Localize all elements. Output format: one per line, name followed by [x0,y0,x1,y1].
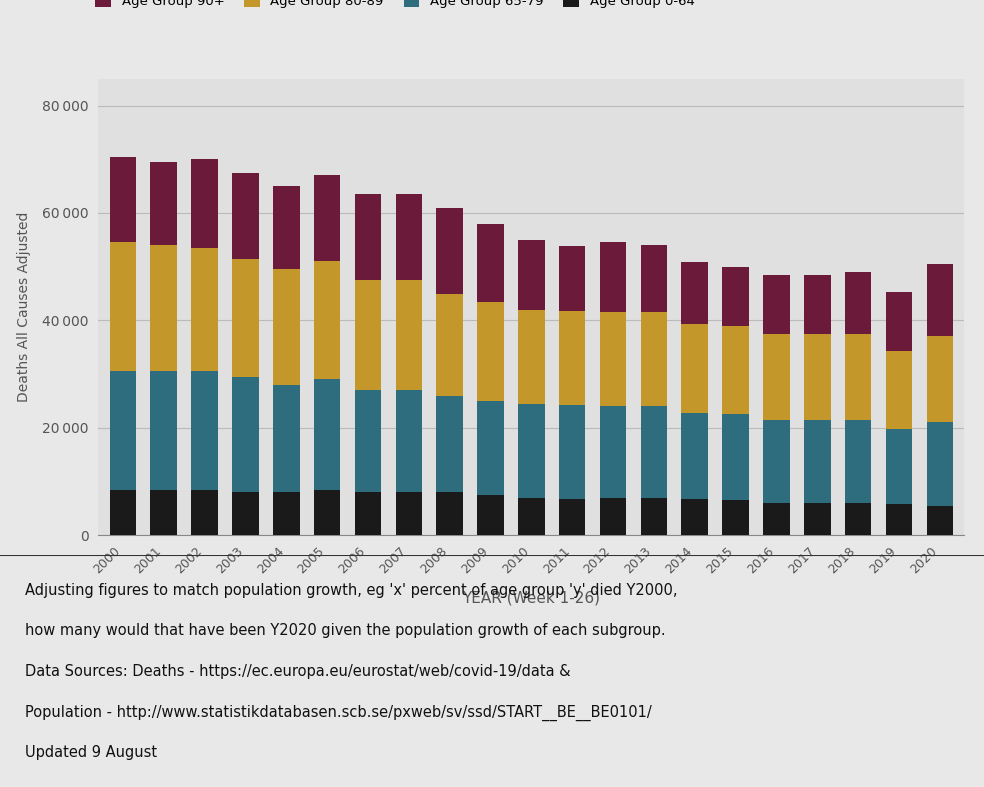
Bar [927,423,953,505]
Bar [232,259,259,377]
Bar [232,492,259,535]
Bar [151,371,177,490]
Bar [845,503,872,535]
Bar [232,377,259,492]
Bar [764,419,790,503]
Bar [845,419,872,503]
Bar [641,497,667,535]
Bar [273,385,299,492]
Bar [682,324,708,412]
Bar [477,224,504,301]
Bar [600,242,627,312]
Bar [232,172,259,259]
X-axis label: YEAR (Week 1-26): YEAR (Week 1-26) [462,590,600,605]
Bar [436,396,462,492]
Bar [641,312,667,406]
Bar [682,499,708,535]
Bar [519,497,544,535]
Bar [396,280,422,390]
Bar [927,505,953,535]
Text: how many would that have been Y2020 given the population growth of each subgroup: how many would that have been Y2020 give… [25,623,665,638]
Bar [722,326,749,414]
Bar [641,246,667,312]
Bar [886,292,912,351]
Bar [314,490,340,535]
Bar [151,246,177,371]
Bar [191,159,217,248]
Bar [722,267,749,326]
Text: Data Sources: Deaths - https://ec.europa.eu/eurostat/web/covid-19/data &: Data Sources: Deaths - https://ec.europa… [25,664,570,679]
Bar [927,264,953,337]
Bar [764,334,790,419]
Text: Population - http://www.statistikdatabasen.scb.se/pxweb/sv/ssd/START__BE__BE0101: Population - http://www.statistikdatabas… [25,704,651,721]
Text: Updated 9 August: Updated 9 August [25,745,156,760]
Y-axis label: Deaths All Causes Adjusted: Deaths All Causes Adjusted [17,212,31,402]
Bar [314,261,340,379]
Bar [559,246,585,311]
Bar [436,492,462,535]
Bar [886,429,912,504]
Bar [845,334,872,419]
Bar [191,248,217,371]
Bar [396,492,422,535]
Bar [845,272,872,334]
Bar [151,490,177,535]
Bar [886,504,912,535]
Bar [151,162,177,246]
Bar [764,503,790,535]
Bar [109,157,136,242]
Bar [109,371,136,490]
Bar [927,337,953,423]
Bar [273,269,299,385]
Bar [273,492,299,535]
Bar [191,371,217,490]
Bar [682,412,708,499]
Bar [354,280,381,390]
Bar [191,490,217,535]
Bar [519,309,544,404]
Bar [396,194,422,280]
Bar [600,406,627,497]
Bar [354,492,381,535]
Bar [804,275,830,334]
Legend: Age Group 90+, Age Group 80-89, Age Group 65-79, Age Group 0-64: Age Group 90+, Age Group 80-89, Age Grou… [95,0,695,8]
Bar [477,401,504,495]
Bar [396,390,422,492]
Text: Adjusting figures to match population growth, eg 'x' percent of age group 'y' di: Adjusting figures to match population gr… [25,582,677,597]
Bar [600,312,627,406]
Bar [559,499,585,535]
Bar [109,490,136,535]
Bar [641,406,667,497]
Bar [804,334,830,419]
Bar [314,379,340,490]
Bar [436,208,462,294]
Bar [354,194,381,280]
Bar [764,275,790,334]
Bar [109,242,136,371]
Bar [600,497,627,535]
Bar [354,390,381,492]
Bar [273,186,299,269]
Bar [519,404,544,497]
Bar [314,176,340,261]
Bar [722,501,749,535]
Bar [804,503,830,535]
Bar [519,240,544,309]
Bar [722,414,749,501]
Bar [682,262,708,324]
Bar [559,405,585,499]
Bar [477,301,504,401]
Bar [559,311,585,405]
Bar [477,495,504,535]
Bar [436,294,462,396]
Bar [886,351,912,429]
Bar [804,419,830,503]
